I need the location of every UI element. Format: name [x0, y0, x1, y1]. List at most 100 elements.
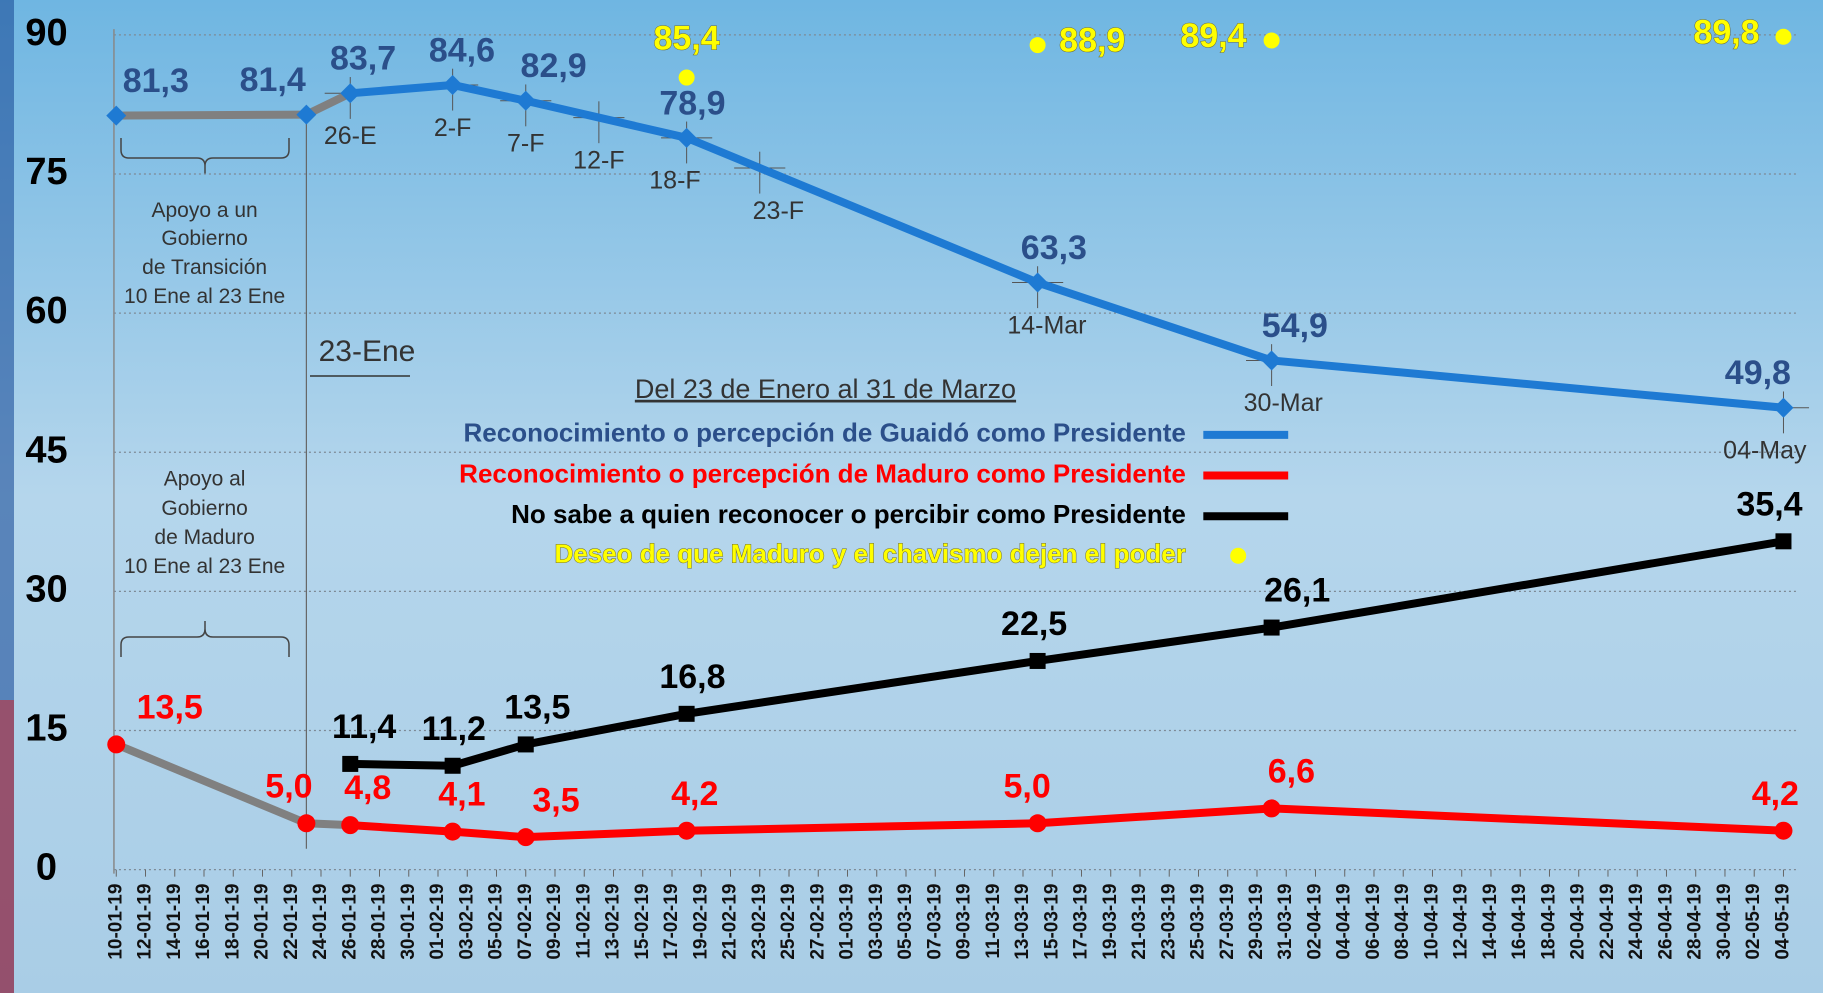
x-tick-label: 06-04-19	[1363, 884, 1384, 960]
x-tick-label: 19-03-19	[1100, 884, 1121, 960]
series-segment	[116, 115, 306, 116]
value-label: 6,6	[1268, 753, 1315, 791]
x-tick-label: 24-01-19	[310, 884, 331, 960]
marker	[1774, 822, 1792, 840]
x-tick-label: 20-01-19	[252, 884, 273, 960]
x-tick-label: 25-03-19	[1188, 884, 1209, 960]
x-tick-label: 14-04-19	[1480, 884, 1501, 960]
value-label: 35,4	[1736, 485, 1802, 523]
series-segment	[350, 764, 452, 766]
marker	[1029, 814, 1047, 832]
value-label: 82,9	[521, 47, 587, 85]
legend-label: Reconocimiento o percepción de Maduro co…	[459, 458, 1186, 488]
marker	[517, 828, 535, 846]
value-label: 4,2	[1752, 775, 1799, 813]
marker	[341, 816, 359, 834]
marker	[342, 756, 358, 772]
annotation: Apoyo a un	[151, 199, 257, 222]
x-tick-label: 07-02-19	[515, 884, 536, 960]
x-tick-label: 16-04-19	[1509, 884, 1530, 960]
marker	[445, 758, 461, 774]
annotation: 10 Ene al 23 Ene	[124, 555, 285, 578]
value-label: 89,8	[1693, 13, 1759, 51]
x-tick-label: 09-03-19	[954, 884, 975, 960]
marker	[444, 823, 462, 841]
marker	[678, 822, 696, 840]
annotation: Gobierno	[161, 497, 247, 520]
value-label: 78,9	[659, 84, 725, 122]
x-tick-label: 09-02-19	[544, 884, 565, 960]
legend-title: Del 23 de Enero al 31 de Marzo	[635, 374, 1016, 404]
x-tick-label: 11-02-19	[573, 884, 594, 959]
marker	[1264, 32, 1280, 48]
chart: 23-Ene 015304560759010-01-1912-01-1914-0…	[0, 0, 1823, 993]
x-tick-label: 17-02-19	[661, 884, 682, 960]
x-tick-label: 11-03-19	[983, 884, 1004, 959]
flag-edge	[0, 700, 14, 993]
x-tick-label: 23-03-19	[1158, 884, 1179, 960]
x-tick-label: 13-03-19	[1012, 884, 1033, 960]
marker	[297, 814, 315, 832]
value-label: 84,6	[429, 31, 495, 69]
marker	[518, 736, 534, 752]
value-label: 22,5	[1001, 605, 1067, 643]
value-label: 4,8	[344, 769, 391, 807]
x-tick-label: 15-03-19	[1041, 884, 1062, 960]
date-label: 7-F	[507, 130, 545, 158]
marker	[1030, 37, 1046, 53]
background	[0, 0, 1823, 993]
date-label: 30-Mar	[1244, 389, 1323, 417]
annotation: Apoyo al	[164, 468, 246, 491]
x-tick-label: 27-03-19	[1217, 884, 1238, 960]
value-label: 13,5	[504, 689, 570, 727]
x-tick-label: 30-01-19	[398, 884, 419, 960]
x-tick-label: 10-01-19	[105, 884, 126, 960]
y-tick-label: 75	[25, 151, 67, 193]
y-tick-label: 30	[25, 568, 67, 610]
x-tick-label: 01-03-19	[837, 884, 858, 960]
value-label: 85,4	[654, 19, 720, 57]
value-label: 81,3	[123, 62, 189, 100]
x-tick-label: 10-04-19	[1421, 884, 1442, 960]
date-label: 26-E	[324, 122, 377, 150]
x-tick-label: 28-04-19	[1685, 884, 1706, 960]
legend-swatch	[1230, 548, 1246, 564]
y-tick-label: 15	[25, 708, 67, 750]
x-tick-label: 26-04-19	[1655, 884, 1676, 960]
value-label: 16,8	[659, 658, 725, 696]
y-tick-label: 45	[25, 429, 67, 471]
x-tick-label: 08-04-19	[1392, 884, 1413, 960]
x-tick-label: 23-02-19	[749, 884, 770, 960]
legend-label: Reconocimiento o percepción de Guaidó co…	[464, 418, 1186, 448]
x-tick-label: 12-01-19	[135, 884, 156, 960]
marker	[107, 735, 125, 753]
x-tick-label: 17-03-19	[1071, 884, 1092, 960]
x-tick-label: 12-04-19	[1451, 884, 1472, 960]
x-tick-label: 03-02-19	[456, 884, 477, 960]
value-label: 89,4	[1180, 17, 1246, 55]
value-label: 4,2	[671, 775, 718, 813]
y-tick-label: 60	[25, 290, 67, 332]
x-tick-label: 27-02-19	[807, 884, 828, 960]
x-tick-label: 29-03-19	[1246, 884, 1267, 960]
value-label: 4,1	[438, 776, 485, 814]
x-tick-label: 20-04-19	[1568, 884, 1589, 960]
x-tick-label: 04-05-19	[1772, 884, 1793, 960]
value-label: 81,4	[240, 61, 306, 99]
date-label: 2-F	[434, 114, 472, 142]
marker	[1775, 29, 1791, 45]
value-label: 88,9	[1059, 22, 1125, 60]
date-label: 18-F	[649, 167, 700, 195]
marker	[1030, 653, 1046, 669]
divider-label: 23-Ene	[319, 335, 416, 368]
annotation: 10 Ene al 23 Ene	[124, 285, 285, 308]
value-label: 5,0	[1004, 767, 1051, 805]
x-tick-label: 22-04-19	[1597, 884, 1618, 960]
legend-label: Deseo de que Maduro y el chavismo dejen …	[554, 539, 1185, 569]
annotation: de Maduro	[154, 526, 254, 549]
x-tick-label: 15-02-19	[632, 884, 653, 960]
value-label: 3,5	[532, 781, 579, 819]
x-tick-label: 03-03-19	[866, 884, 887, 960]
page: 23-Ene 015304560759010-01-1912-01-1914-0…	[0, 0, 1823, 993]
x-tick-label: 02-04-19	[1304, 884, 1325, 960]
